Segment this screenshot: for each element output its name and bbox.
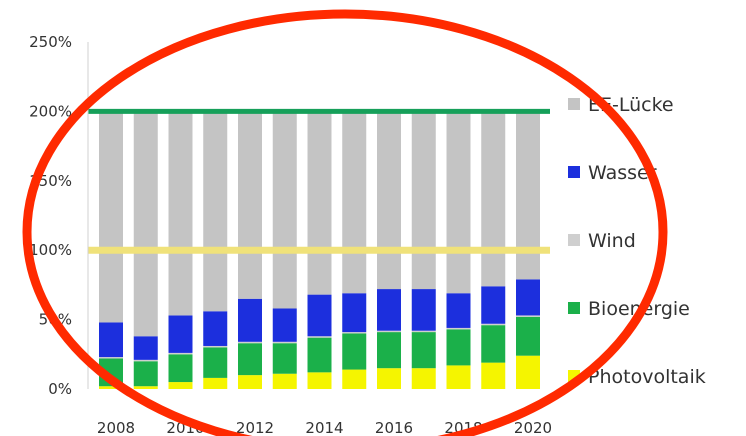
legend-label: Photovoltaik xyxy=(588,366,706,388)
bar-ee-l-cke-2010 xyxy=(168,111,193,316)
bar-ee-l-cke-2013 xyxy=(272,111,297,309)
bar-wind-2016 xyxy=(377,330,401,333)
bar-photovoltaik-2014 xyxy=(307,372,332,389)
bar-wind-2008 xyxy=(99,357,123,359)
x-tick-label: 2014 xyxy=(305,419,343,436)
bar-wind-2010 xyxy=(168,352,193,355)
legend-item-photovoltaik: Photovoltaik xyxy=(568,366,706,388)
x-tick-label: 2008 xyxy=(97,419,135,436)
bar-wasser-2011 xyxy=(203,311,228,346)
y-tick-labels: 0%50%100%150%200%250% xyxy=(29,33,72,398)
legend-swatch xyxy=(568,98,580,110)
bar-bioenergie-2016 xyxy=(377,332,401,369)
x-tick-label: 2020 xyxy=(514,419,552,436)
bar-wasser-2013 xyxy=(272,308,297,342)
bar-wasser-2020 xyxy=(516,279,540,316)
bar-photovoltaik-2016 xyxy=(377,368,401,389)
bar-ee-l-cke-2017 xyxy=(411,111,436,290)
legend-item-wind: Wind xyxy=(568,230,636,252)
bar-wind-2012 xyxy=(238,341,262,344)
bar-wasser-2008 xyxy=(99,322,123,358)
bar-photovoltaik-2013 xyxy=(272,373,297,389)
x-tick-label: 2012 xyxy=(236,419,274,436)
bar-ee-l-cke-2008 xyxy=(99,111,123,323)
bar-photovoltaik-2017 xyxy=(411,368,436,389)
bar-wind-2009 xyxy=(133,359,158,362)
bar-ee-l-cke-2019 xyxy=(481,111,506,287)
bar-photovoltaik-2020 xyxy=(516,355,540,389)
bar-bioenergie-2009 xyxy=(133,361,158,387)
bar-photovoltaik-2018 xyxy=(446,365,471,389)
bar-wind-2020 xyxy=(516,315,540,317)
bar-photovoltaik-2019 xyxy=(481,362,506,389)
bar-ee-l-cke-2012 xyxy=(238,111,262,299)
bar-wind-2013 xyxy=(272,341,297,344)
bar-photovoltaik-2008 xyxy=(99,386,123,389)
bar-wasser-2015 xyxy=(342,293,367,333)
bar-wasser-2012 xyxy=(238,298,262,342)
bar-ee-l-cke-2015 xyxy=(342,111,367,294)
legend-label: Wind xyxy=(588,230,636,252)
bar-bioenergie-2014 xyxy=(307,337,332,373)
bar-ee-l-cke-2011 xyxy=(203,111,228,312)
y-tick-label: 100% xyxy=(29,241,72,259)
bar-bioenergie-2017 xyxy=(411,332,436,369)
bar-bioenergie-2012 xyxy=(238,343,262,376)
bar-wasser-2009 xyxy=(133,336,158,360)
bar-wind-2014 xyxy=(307,336,332,338)
bar-bioenergie-2018 xyxy=(446,329,471,366)
bar-ee-l-cke-2009 xyxy=(133,111,158,337)
highlight-ellipse xyxy=(22,9,668,436)
bar-photovoltaik-2015 xyxy=(342,369,367,389)
bar-wind-2018 xyxy=(446,327,471,330)
bar-wind-2015 xyxy=(342,332,367,334)
bar-wind-2019 xyxy=(481,323,506,326)
bar-wind-2011 xyxy=(203,345,228,348)
legend-item-wasser: Wasser xyxy=(568,162,657,184)
bar-ee-l-cke-2018 xyxy=(446,111,471,294)
bar-bioenergie-2011 xyxy=(203,347,228,378)
bar-photovoltaik-2011 xyxy=(203,377,228,389)
bar-bioenergie-2013 xyxy=(272,343,297,374)
bar-wasser-2019 xyxy=(481,286,506,324)
reference-lines xyxy=(88,108,550,254)
y-tick-label: 0% xyxy=(48,380,72,398)
bar-bioenergie-2015 xyxy=(342,333,367,370)
legend-label: Wasser xyxy=(588,162,657,184)
legend-item-ee-l-cke: EE-Lücke xyxy=(568,94,674,116)
bar-bioenergie-2010 xyxy=(168,354,193,383)
y-tick-label: 200% xyxy=(29,102,72,120)
bar-wind-2017 xyxy=(411,330,436,333)
bar-wasser-2010 xyxy=(168,315,193,353)
bar-ee-l-cke-2020 xyxy=(516,111,540,280)
x-tick-label: 2016 xyxy=(375,419,413,436)
y-tick-label: 250% xyxy=(29,33,72,51)
legend-swatch xyxy=(568,234,580,246)
bar-photovoltaik-2009 xyxy=(133,386,158,389)
bar-wasser-2017 xyxy=(411,289,436,331)
bar-bioenergie-2019 xyxy=(481,325,506,363)
bar-ee-l-cke-2016 xyxy=(377,111,401,290)
bar-ee-l-cke-2014 xyxy=(307,111,332,295)
bar-wasser-2016 xyxy=(377,289,401,331)
legend-swatch xyxy=(568,302,580,314)
bar-bioenergie-2020 xyxy=(516,316,540,356)
legend-item-bioenergie: Bioenergie xyxy=(568,298,690,320)
bar-photovoltaik-2010 xyxy=(168,382,193,389)
bar-photovoltaik-2012 xyxy=(238,375,262,389)
bar-wasser-2018 xyxy=(446,293,471,328)
bar-wasser-2014 xyxy=(307,294,332,337)
legend-swatch xyxy=(568,166,580,178)
